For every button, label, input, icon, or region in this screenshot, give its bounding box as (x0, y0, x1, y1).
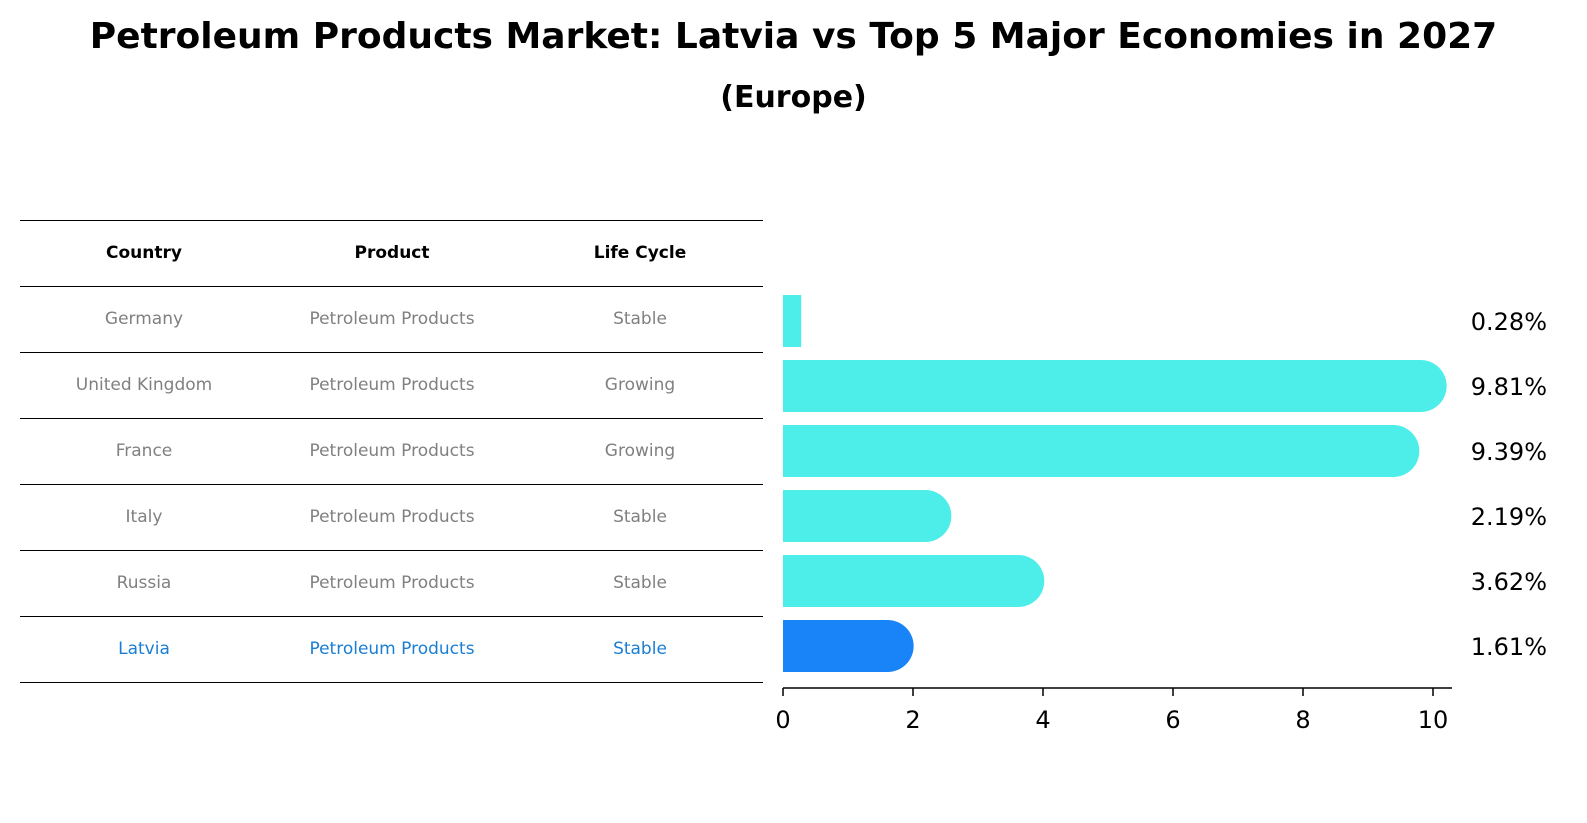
header-country: Country (106, 243, 182, 263)
bar-latvia (783, 620, 914, 672)
x-tick-label: 0 (775, 706, 790, 734)
value-label-latvia: 1.61% (1471, 633, 1547, 661)
chart-subtitle: (Europe) (720, 80, 867, 115)
bar-russia (783, 555, 1045, 607)
cell-product: Petroleum Products (309, 507, 475, 527)
x-tick-label: 10 (1418, 706, 1449, 734)
table-rule (20, 550, 763, 551)
cell-product: Petroleum Products (309, 639, 475, 659)
bar-germany (783, 295, 802, 347)
x-tick-label: 2 (905, 706, 920, 734)
cell-country: United Kingdom (75, 375, 213, 395)
value-label-russia: 3.62% (1471, 568, 1547, 596)
table-rule (20, 286, 763, 287)
cell-life-cycle: Growing (604, 375, 676, 395)
value-label-france: 9.39% (1471, 438, 1547, 466)
bar-france (783, 425, 1420, 477)
x-tick-label: 8 (1295, 706, 1310, 734)
bar-italy (783, 490, 952, 542)
header-life-cycle: Life Cycle (593, 243, 687, 263)
cell-country: Italy (125, 507, 163, 527)
chart-title: Petroleum Products Market: Latvia vs Top… (89, 16, 1498, 57)
header-product: Product (354, 243, 430, 263)
cell-product: Petroleum Products (309, 309, 475, 329)
value-label-united-kingdom: 9.81% (1471, 373, 1547, 401)
cell-product: Petroleum Products (309, 441, 475, 461)
cell-country: Russia (116, 573, 172, 593)
value-label-germany: 0.28% (1471, 308, 1547, 336)
table-rule (20, 418, 763, 419)
x-tick-label: 6 (1165, 706, 1180, 734)
cell-life-cycle: Stable (613, 639, 667, 659)
cell-life-cycle: Stable (613, 573, 667, 593)
bar-united-kingdom (783, 360, 1447, 412)
table-rule (20, 484, 763, 485)
table-rule (20, 352, 763, 353)
cell-country: Latvia (118, 639, 170, 659)
cell-product: Petroleum Products (309, 573, 475, 593)
cell-product: Petroleum Products (309, 375, 475, 395)
cell-life-cycle: Stable (613, 309, 667, 329)
x-tick-label: 4 (1035, 706, 1050, 734)
table-rule (20, 616, 763, 617)
cell-life-cycle: Stable (613, 507, 667, 527)
table-rule (20, 220, 763, 221)
table-rule (20, 682, 763, 683)
cell-country: Germany (104, 309, 184, 329)
cell-life-cycle: Growing (604, 441, 676, 461)
value-label-italy: 2.19% (1471, 503, 1547, 531)
cell-country: France (115, 441, 173, 461)
